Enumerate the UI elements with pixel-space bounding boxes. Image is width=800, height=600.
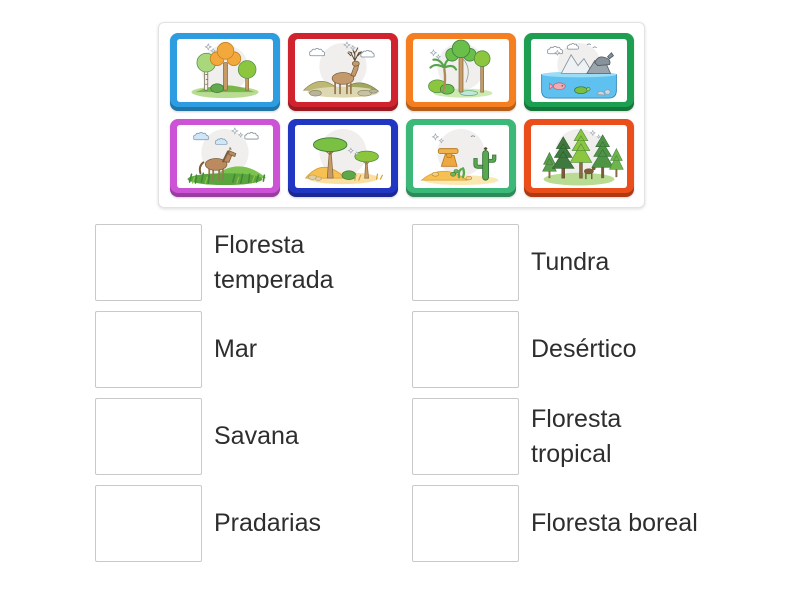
dropzone-floresta-boreal[interactable]	[412, 485, 519, 562]
tile-sea[interactable]	[524, 33, 634, 111]
tile-boreal-forest[interactable]	[524, 119, 634, 197]
tile-desert[interactable]	[406, 119, 516, 197]
dropzone-savana[interactable]	[95, 398, 202, 475]
match-row: Tundra	[412, 224, 699, 301]
desert-illustration	[420, 128, 499, 186]
match-row: Desértico	[412, 311, 699, 388]
match-row: Floresta boreal	[412, 485, 699, 562]
dropzone-desertico[interactable]	[412, 311, 519, 388]
match-row: Floresta temperada	[95, 224, 382, 301]
match-label: Tundra	[531, 248, 610, 276]
match-row: Floresta tropical	[412, 398, 699, 475]
tile-savanna[interactable]	[288, 119, 398, 197]
match-column-left: Floresta temperada Mar Savana Pradarias	[95, 224, 382, 562]
tropical-forest-illustration	[428, 39, 493, 98]
sea-illustration	[541, 42, 617, 99]
match-label: Floresta temperada	[214, 230, 334, 294]
dropzone-mar[interactable]	[95, 311, 202, 388]
tile-prairie[interactable]	[170, 119, 280, 197]
match-label: Desértico	[531, 335, 637, 363]
match-label: Savana	[214, 422, 299, 450]
match-label: Pradarias	[214, 509, 321, 537]
dropzone-floresta-temperada[interactable]	[95, 224, 202, 301]
dropzone-pradarias[interactable]	[95, 485, 202, 562]
dropzone-floresta-tropical[interactable]	[412, 398, 519, 475]
boreal-forest-illustration	[542, 128, 624, 186]
match-row: Mar	[95, 311, 382, 388]
tile-temperate-forest[interactable]	[170, 33, 280, 111]
match-label: Floresta boreal	[531, 509, 698, 537]
savanna-illustration	[304, 128, 383, 185]
tile-board-panel	[158, 22, 645, 208]
match-label: Mar	[214, 335, 258, 363]
tile-tropical-forest[interactable]	[406, 33, 516, 111]
temperate-forest-illustration	[191, 42, 259, 99]
tundra-deer-illustration	[302, 41, 380, 98]
match-row: Pradarias	[95, 485, 382, 562]
dropzone-tundra[interactable]	[412, 224, 519, 301]
match-column-right: Tundra Desértico Floresta tropical Flore…	[412, 224, 699, 562]
match-row: Savana	[95, 398, 382, 475]
tile-tundra[interactable]	[288, 33, 398, 111]
match-label: Floresta tropical	[531, 404, 622, 468]
prairie-horse-illustration	[187, 127, 267, 186]
